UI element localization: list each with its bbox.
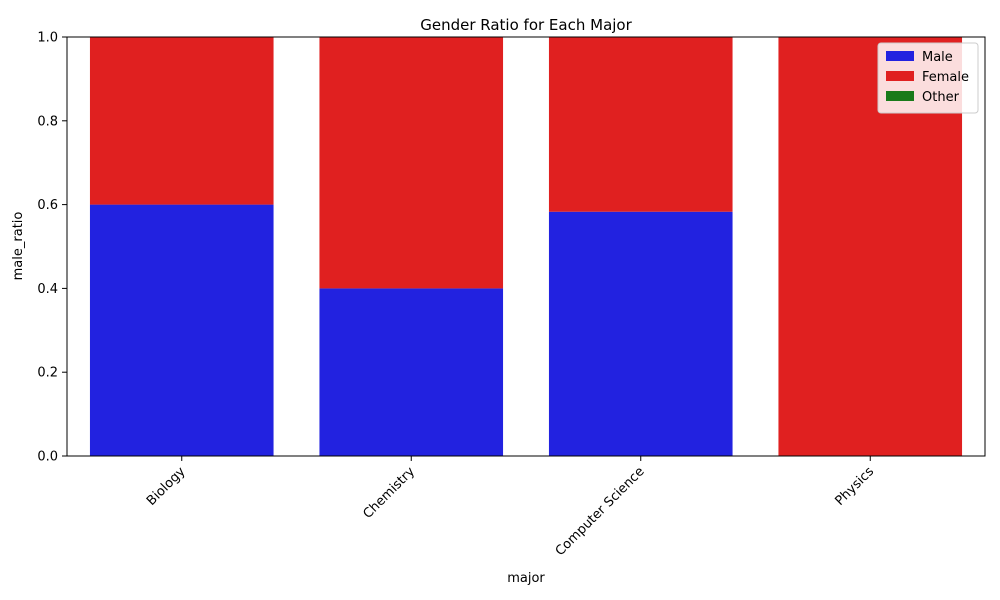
legend-swatch-female	[886, 71, 914, 81]
legend-label-male: Male	[922, 50, 953, 65]
x-tick-label: Biology	[144, 464, 189, 509]
legend-swatch-male	[886, 51, 914, 61]
bar-female-chemistry	[319, 37, 504, 289]
bar-male-computer-science	[548, 211, 733, 456]
y-tick-label: 0.0	[37, 450, 58, 465]
y-tick-label: 0.8	[37, 114, 58, 129]
legend-swatch-other	[886, 91, 914, 101]
y-tick-label: 0.4	[37, 282, 58, 297]
bar-male-biology	[89, 204, 274, 456]
x-axis-label: major	[507, 571, 545, 586]
chart-title: Gender Ratio for Each Major	[420, 16, 632, 34]
bar-female-biology	[89, 37, 274, 205]
plot-frame	[66, 36, 986, 457]
bar-male-chemistry	[319, 288, 504, 456]
y-tick-label: 1.0	[37, 31, 58, 46]
x-tick-label: Chemistry	[360, 464, 418, 522]
y-axis: 0.0 0.2 0.4 0.6 0.8 1.0	[37, 31, 67, 465]
x-tick-label: Physics	[832, 464, 877, 509]
legend: Male Female Other	[877, 42, 979, 114]
bars-layer	[89, 37, 963, 456]
x-axis: Biology Chemistry Computer Science Physics	[144, 456, 877, 559]
legend-label-other: Other	[922, 90, 960, 105]
y-axis-label: male_ratio	[11, 212, 26, 281]
y-tick-label: 0.6	[37, 198, 58, 213]
y-tick-label: 0.2	[37, 366, 58, 381]
x-tick-label: Computer Science	[553, 464, 648, 559]
bar-female-computer-science	[548, 37, 733, 212]
legend-label-female: Female	[922, 70, 969, 85]
